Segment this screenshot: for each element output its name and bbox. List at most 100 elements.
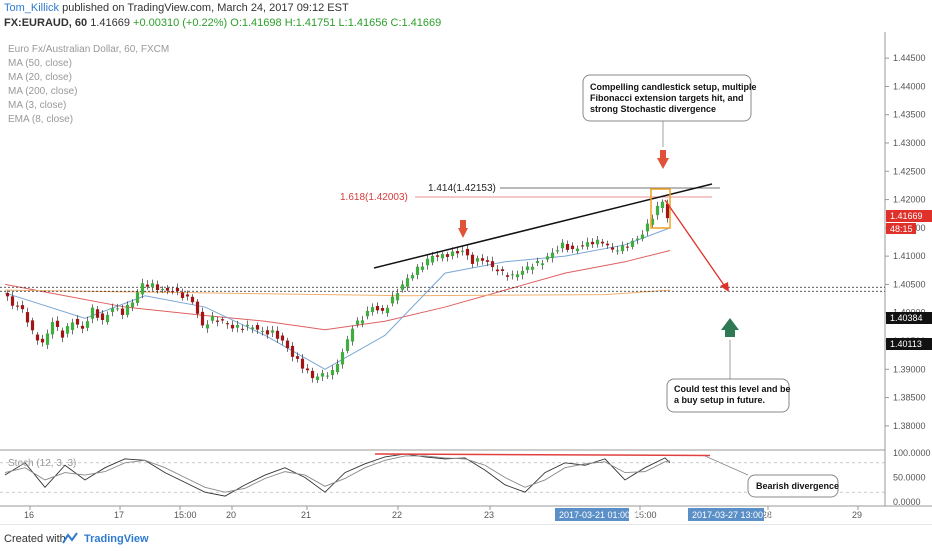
candle-body — [70, 322, 75, 330]
current-price-tag — [886, 210, 932, 222]
candle-body — [275, 330, 280, 339]
legend-ma50: MA (50, close) — [8, 58, 72, 69]
candle-body — [420, 266, 425, 270]
candle-body — [205, 324, 210, 329]
ohlc-values: O:1.41698 H:1.41751 L:1.41656 C:1.41669 — [230, 17, 442, 29]
candle-body — [200, 311, 205, 326]
candle-body — [500, 269, 505, 271]
candle-body — [620, 245, 625, 252]
candle-body — [100, 313, 105, 321]
candle-body — [570, 245, 575, 250]
candle-body — [225, 323, 230, 325]
y-tick-label: 1.43500 — [893, 110, 926, 120]
candle-body — [315, 376, 320, 380]
candle-body — [235, 324, 240, 328]
candle-body — [25, 312, 30, 323]
candle-body — [65, 326, 70, 334]
candle-body — [270, 330, 275, 333]
stochastic-pane — [0, 453, 885, 497]
callout-top-line3: strong Stochastic divergence — [590, 104, 716, 114]
candle-body — [295, 356, 300, 359]
level-upper-tag — [886, 312, 932, 324]
time-highlight-2-text: 2017-03-27 13:00:00 — [692, 510, 776, 520]
candle-body — [245, 324, 250, 327]
time-highlight-2 — [688, 508, 764, 521]
candle-body — [445, 254, 450, 257]
callout-top-line2: Fibonacci extension targets hit, and — [590, 93, 744, 103]
candle-body — [230, 324, 235, 329]
candles — [5, 199, 670, 383]
candle-body — [435, 255, 440, 257]
x-tick-label: 15:00 — [174, 510, 197, 520]
candle-body — [140, 283, 145, 295]
legend-ma20: MA (20, close) — [8, 72, 72, 83]
candle-body — [90, 307, 95, 319]
y-tick-label: 1.38000 — [893, 421, 926, 431]
candle-body — [530, 266, 535, 270]
candle-body — [260, 330, 265, 332]
callout-top-line1: Compelling candlestick setup, multiple — [590, 82, 757, 92]
up-arrow-icon — [721, 318, 739, 337]
price-chart[interactable]: 1.44500 1.44000 1.43500 1.43000 1.42500 1.420… — [0, 32, 932, 524]
candle-body — [425, 258, 430, 266]
candle-body — [395, 293, 400, 301]
horizontal-levels — [0, 286, 885, 292]
projection-arrow-head-icon — [720, 282, 729, 292]
candle-body — [595, 239, 600, 245]
stoch-tick-label: 50.0000 — [893, 473, 926, 483]
tradingview-brand-link[interactable]: TradingView — [84, 533, 149, 545]
candle-body — [585, 242, 590, 247]
moving-averages — [4, 227, 671, 370]
candle-body — [665, 203, 670, 219]
author-link[interactable]: Tom_Killick — [4, 2, 60, 14]
candle-body — [355, 320, 360, 325]
candle-body — [375, 306, 380, 311]
candle-body — [575, 248, 580, 252]
candle-body — [155, 284, 160, 290]
candle-body — [390, 296, 395, 304]
countdown-tag — [886, 223, 916, 234]
time-highlight-1 — [555, 508, 629, 521]
divergence-line — [374, 453, 711, 457]
candle-body — [360, 320, 365, 324]
candle-body — [370, 307, 375, 313]
footer: Created with TradingView — [0, 524, 932, 551]
stoch-tick-label: 100.0000 — [893, 448, 931, 458]
x-tick-label: 16 — [24, 510, 34, 520]
price-axis[interactable]: 1.44500 1.44000 1.43500 1.43000 1.42500 1.420… — [885, 53, 931, 507]
candle-body — [60, 330, 65, 338]
candle-body — [525, 266, 530, 271]
candle-body — [650, 218, 655, 225]
last-price: 1.41669 — [90, 17, 130, 29]
candle-body — [520, 270, 525, 275]
candle-body — [410, 275, 415, 279]
candle-body — [135, 292, 140, 303]
candle-body — [600, 241, 605, 244]
candle-body — [440, 254, 445, 259]
candle-body — [335, 364, 340, 373]
candle-body — [330, 370, 335, 376]
candle-body — [20, 305, 25, 310]
candle-body — [510, 274, 515, 276]
stoch-tick-label: 0.0000 — [893, 497, 921, 507]
candle-body — [365, 310, 370, 317]
candle-body — [345, 339, 350, 351]
candle-body — [170, 291, 175, 293]
legend-title: Euro Fx/Australian Dollar, 60, FXCM — [8, 44, 169, 55]
time-axis[interactable]: 16 17 15:00 20 21 22 23 15:00 28 29 — [24, 506, 862, 520]
candle-body — [535, 260, 540, 264]
candle-body — [610, 247, 615, 250]
setup-highlight-box — [650, 188, 671, 229]
created-with-text: Created with — [4, 533, 66, 545]
candle-body — [35, 334, 40, 341]
level-lower-text: 1.40113 — [890, 339, 922, 349]
candle-body — [105, 314, 110, 323]
candle-body — [185, 294, 190, 297]
callout-stoch-pointer — [704, 455, 749, 476]
candle-body — [80, 325, 85, 329]
publish-line: Tom_Killick published on TradingView.com… — [4, 2, 349, 14]
candle-body — [175, 287, 180, 292]
candle-body — [310, 370, 315, 379]
candle-body — [300, 358, 305, 369]
callout-top-box — [582, 74, 752, 122]
